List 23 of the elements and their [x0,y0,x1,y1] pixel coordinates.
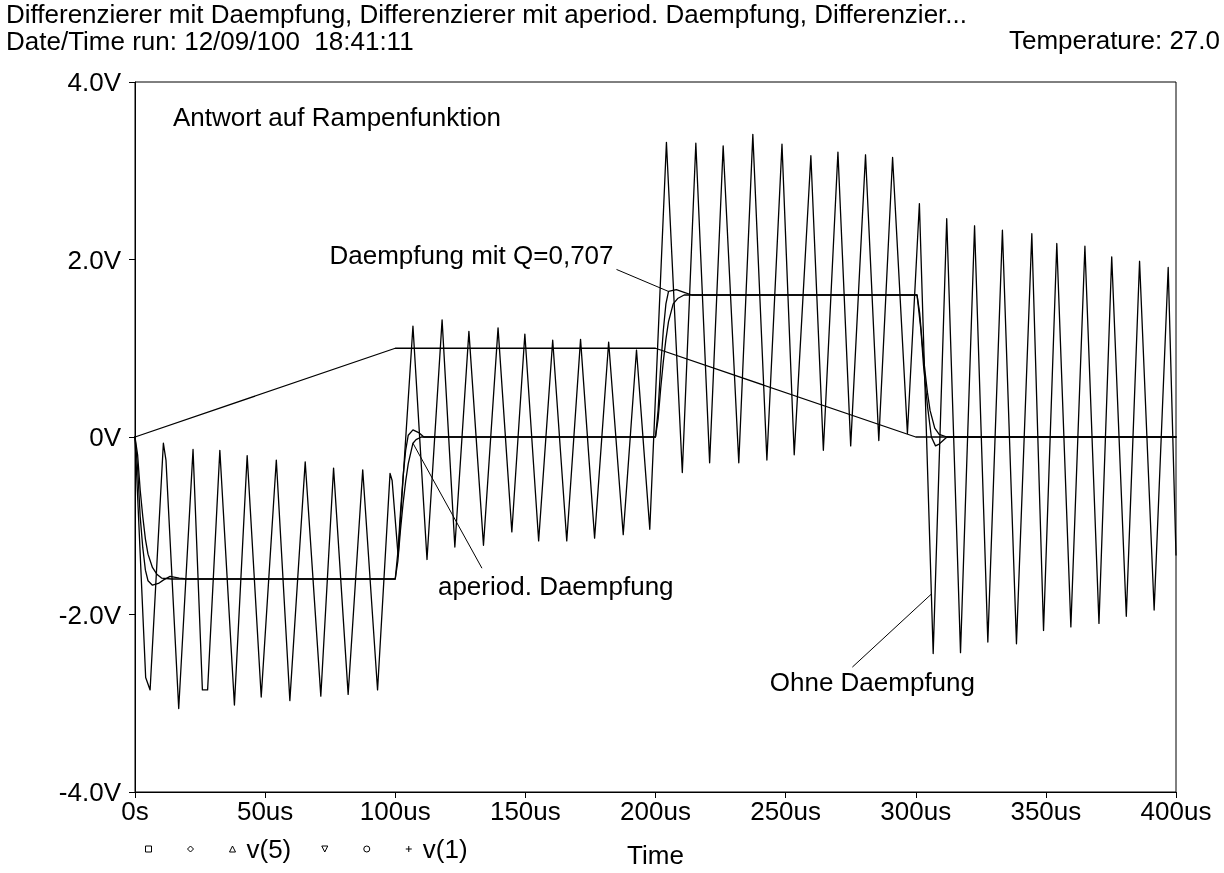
chart-title: Differenzierer mit Daempfung, Differenzierer mit aperiod. Daempfung, Differenzier... [6,0,967,29]
annotation: aperiod. Daempfung [437,571,674,602]
annotation: Antwort auf Rampenfunktion [173,102,502,132]
y-tick-label: 4.0V [67,67,122,97]
x-tick-label: 50us [236,796,294,826]
x-tick-label: 300us [880,796,952,826]
x-tick-label: 0s [121,796,149,826]
x-tick-label: 400us [1140,796,1212,826]
annotation: Ohne Daempfung [769,667,975,698]
y-tick-label: -2.0V [58,599,122,630]
x-axis-title: Time [627,840,684,870]
text: Temperature: 27.0 [1008,25,1221,55]
y-tick-label: 0V [89,422,122,452]
legend-label: v(5) [246,834,292,864]
annotation: Daempfung mit Q=0,707 [329,240,614,271]
x-tick-label: 100us [359,796,431,826]
y-tick-label: -4.0V [58,777,122,807]
x-tick-label: 200us [620,796,691,826]
x-tick-label: 250us [750,796,822,826]
x-tick-label: 350us [1010,796,1082,826]
legend-label: v(1) [422,834,468,864]
y-tick-label: 2.0V [67,244,122,275]
x-tick-label: 150us [489,796,561,826]
